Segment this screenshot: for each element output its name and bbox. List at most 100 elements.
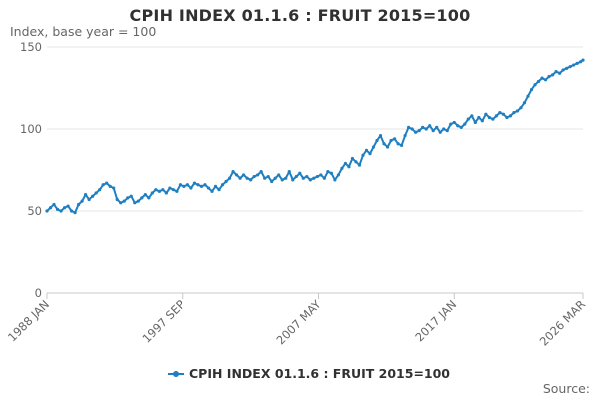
data-point — [329, 171, 333, 175]
data-point — [421, 125, 425, 129]
y-tick-label: 0 — [35, 286, 42, 300]
data-point — [354, 160, 358, 164]
data-point — [294, 174, 298, 179]
data-point — [196, 183, 200, 187]
data-point — [333, 178, 337, 182]
data-point — [561, 68, 565, 72]
data-point — [55, 207, 60, 211]
data-point — [301, 176, 305, 180]
y-tick-label: 150 — [20, 40, 42, 54]
data-point — [417, 129, 421, 133]
data-point — [368, 152, 372, 156]
data-point — [557, 71, 562, 75]
data-point — [491, 117, 495, 121]
data-point — [371, 145, 376, 149]
x-tick-label: 2026 MAR — [537, 297, 588, 348]
data-point — [519, 106, 523, 110]
data-point — [473, 120, 477, 125]
data-point — [512, 111, 516, 115]
data-point — [575, 61, 579, 65]
data-point — [154, 188, 158, 192]
series-layer — [45, 58, 585, 215]
series-line — [46, 59, 584, 214]
data-point — [392, 137, 397, 141]
data-point — [554, 70, 558, 74]
data-point — [157, 189, 161, 193]
data-point — [579, 60, 583, 64]
data-point — [529, 88, 534, 92]
data-point — [550, 73, 555, 77]
data-point — [210, 189, 214, 193]
data-point — [445, 129, 449, 133]
data-point — [178, 183, 183, 187]
y-tick-label: 50 — [27, 204, 42, 218]
data-point — [540, 76, 544, 80]
x-tick-label: 2017 JAN — [412, 297, 459, 344]
data-point — [112, 186, 116, 190]
data-point — [140, 196, 144, 200]
data-point — [59, 209, 63, 213]
data-point — [94, 191, 98, 195]
data-point — [161, 188, 165, 192]
data-point — [231, 170, 235, 174]
chart-title: CPIH INDEX 01.1.6 : FRUIT 2015=100 — [129, 6, 471, 25]
data-point — [252, 174, 256, 179]
data-point — [494, 114, 498, 118]
data-point — [182, 184, 186, 188]
data-point — [298, 171, 302, 175]
data-point — [189, 186, 193, 190]
data-point — [91, 194, 95, 198]
data-point — [143, 193, 147, 197]
x-tick-label: 1997 SEP — [139, 297, 187, 345]
data-point — [147, 196, 151, 200]
data-point — [326, 170, 330, 174]
gridlines — [47, 46, 583, 294]
data-point — [84, 193, 88, 197]
data-point — [410, 127, 414, 131]
data-point — [284, 176, 288, 180]
data-point — [396, 142, 400, 146]
data-point — [347, 165, 351, 169]
data-point — [45, 209, 49, 213]
data-point — [522, 101, 527, 105]
data-point — [224, 179, 228, 184]
data-point — [378, 133, 383, 138]
data-point — [227, 176, 232, 180]
data-point — [470, 114, 474, 118]
data-point — [357, 163, 362, 167]
data-point — [484, 112, 488, 116]
data-point — [122, 199, 126, 203]
source-label: Source: — [542, 381, 590, 396]
data-point — [581, 58, 585, 62]
data-point — [449, 122, 453, 126]
data-point — [336, 173, 341, 177]
data-point — [431, 129, 435, 133]
data-point — [185, 183, 190, 187]
data-point — [438, 130, 442, 134]
y-axis-unit-label: Index, base year = 100 — [10, 24, 157, 39]
data-point — [487, 115, 491, 120]
data-point — [108, 184, 112, 188]
data-point — [364, 148, 369, 152]
data-point — [547, 74, 551, 79]
data-point — [115, 197, 119, 202]
data-point — [277, 173, 281, 177]
data-point — [480, 119, 484, 123]
data-point — [403, 133, 407, 138]
data-point — [175, 189, 179, 193]
data-point — [312, 176, 316, 180]
data-point — [69, 209, 74, 213]
data-point — [119, 201, 123, 205]
data-point — [399, 143, 404, 147]
data-point — [435, 125, 439, 129]
data-point — [263, 176, 267, 180]
data-point — [266, 174, 270, 179]
data-point — [407, 125, 411, 129]
data-point — [382, 142, 386, 146]
data-point — [213, 184, 218, 188]
data-point — [270, 179, 274, 184]
data-point — [291, 178, 295, 182]
data-point — [466, 117, 470, 121]
data-point — [76, 202, 81, 207]
